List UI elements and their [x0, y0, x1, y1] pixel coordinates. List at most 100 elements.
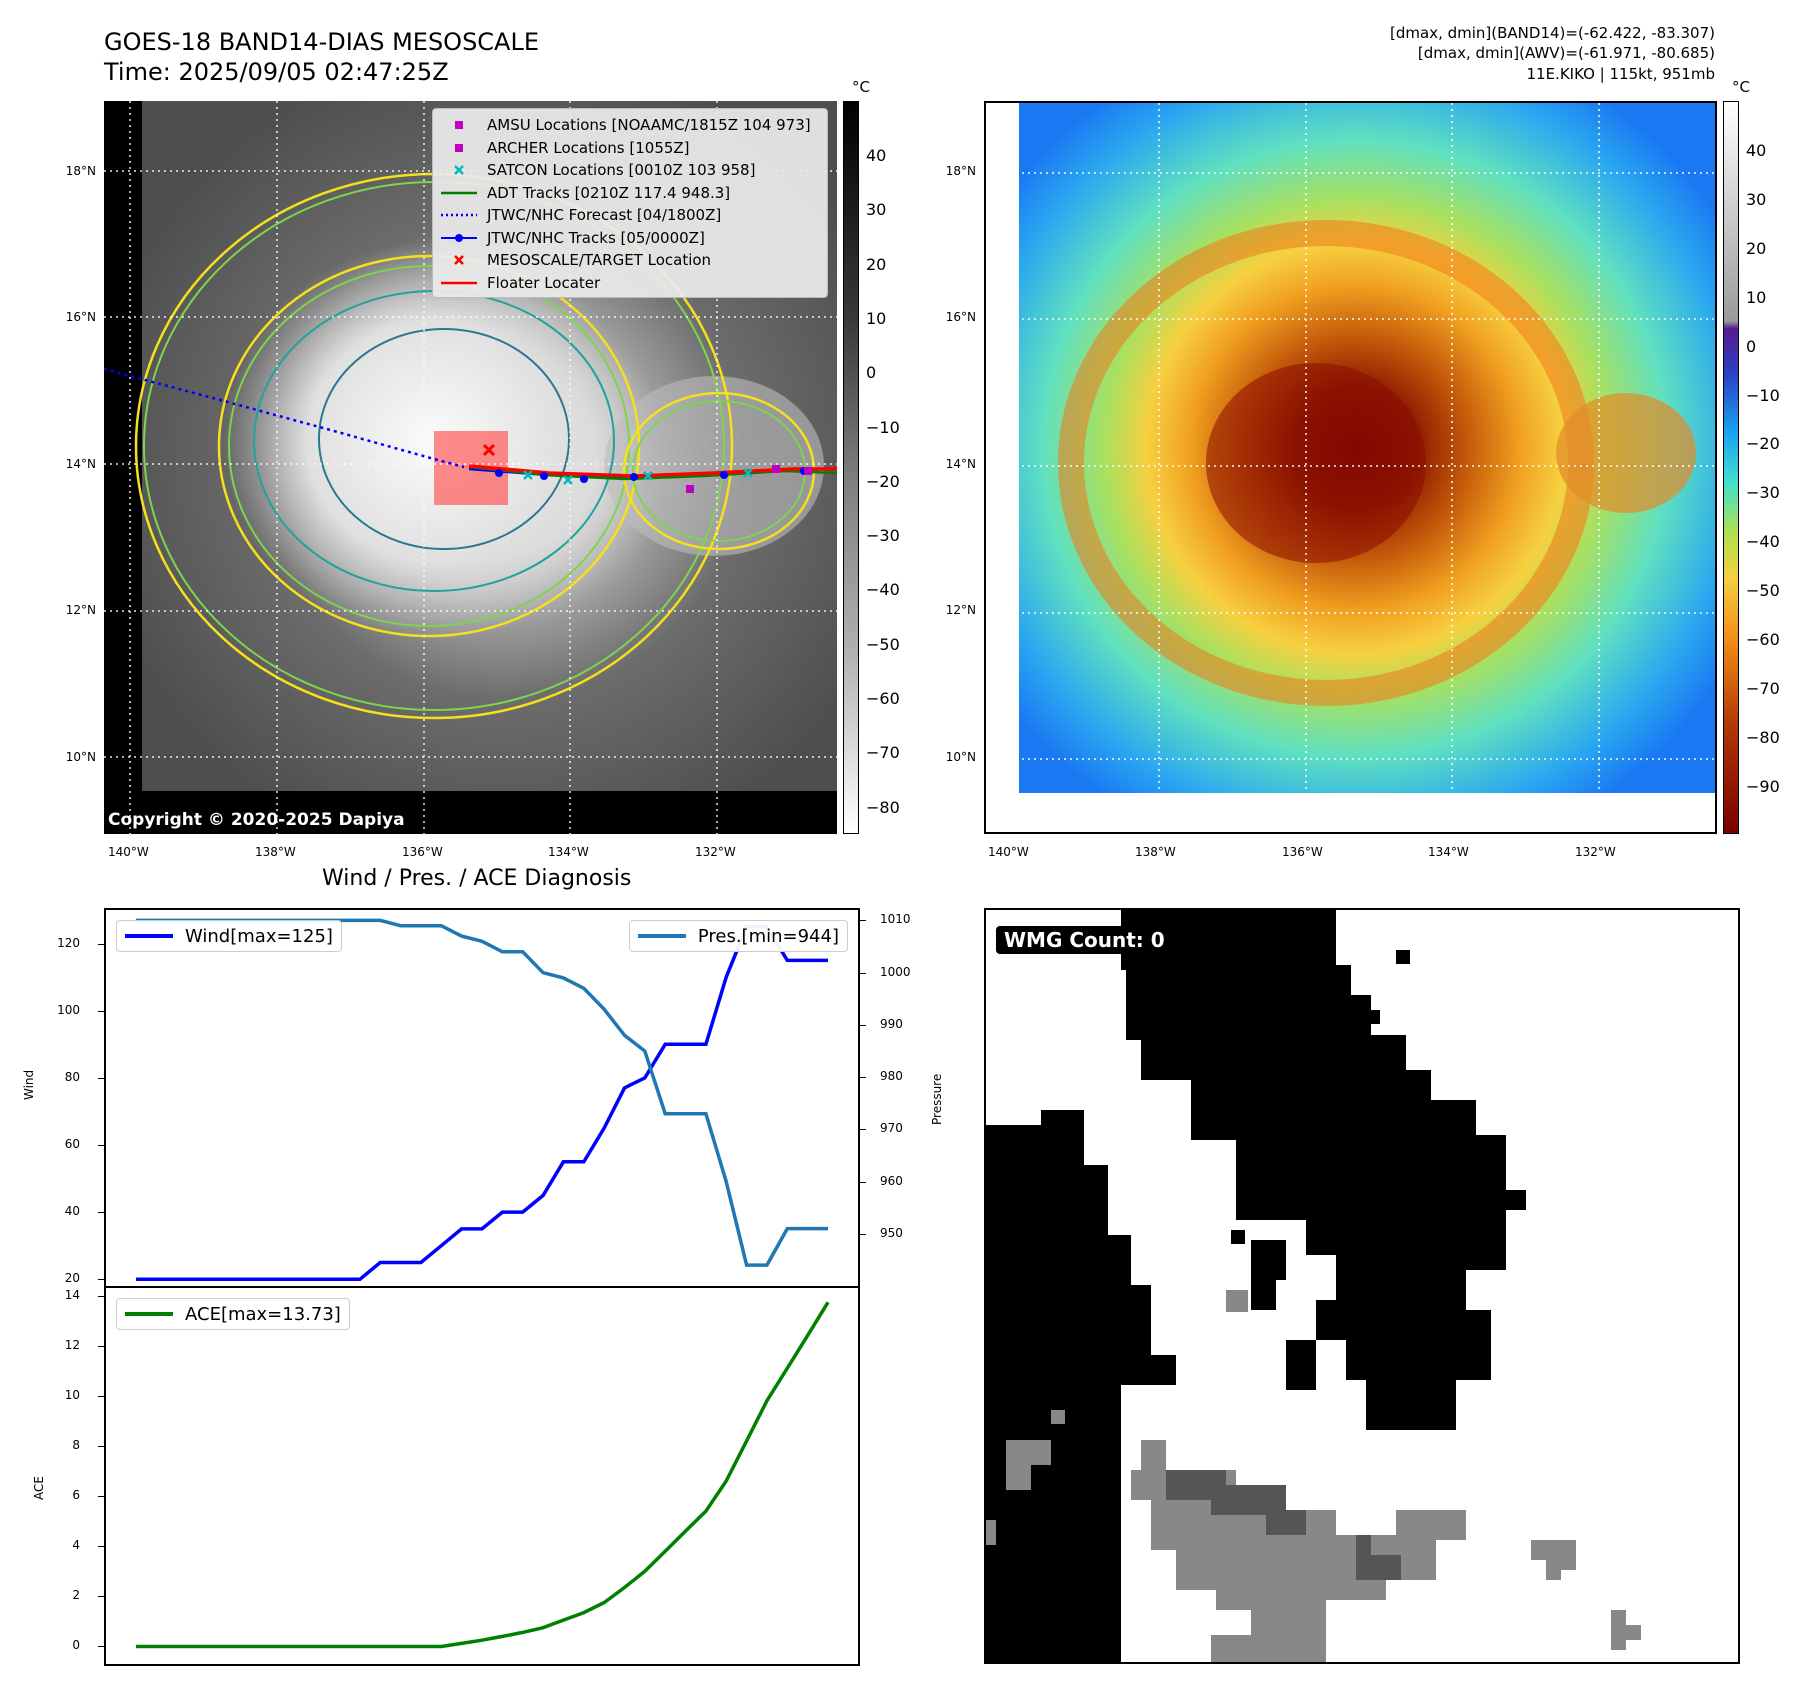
left-tick-mark — [98, 943, 104, 945]
left-axis-tick: 8 — [72, 1437, 80, 1452]
legend-item: JTWC/NHC Forecast [04/1800Z] — [441, 205, 721, 225]
wind-legend: Wind[max=125] — [116, 920, 342, 952]
legend-item: ARCHER Locations [1055Z] — [441, 138, 690, 158]
left-axis-tick: 100 — [57, 1002, 80, 1017]
copyright: Copyright © 2020-2025 Dapiya — [108, 810, 405, 830]
awv-lon-label: 134°W — [1428, 845, 1469, 859]
wind-pressure-plot — [136, 918, 828, 1282]
right-axis-tick: 1010 — [880, 912, 911, 927]
legend-item: JTWC/NHC Tracks [05/0000Z] — [441, 228, 705, 248]
ace-legend: ACE[max=13.73] — [116, 1298, 350, 1330]
ir-colorbar-tick: −10 — [866, 417, 900, 437]
diagnosis-title: Wind / Pres. / ACE Diagnosis — [322, 866, 632, 891]
wind-legend-label: Wind[max=125] — [185, 925, 333, 947]
wind-legend-swatch — [125, 934, 173, 938]
right-tick-mark — [860, 1233, 866, 1235]
ir-colorbar-tick: −20 — [866, 471, 900, 491]
awv-colorbar-tick: −60 — [1746, 630, 1780, 649]
solid-line-icon — [441, 273, 477, 293]
legend-item: ADT Tracks [0210Z 117.4 948.3] — [441, 183, 730, 203]
legend-label: ADT Tracks [0210Z 117.4 948.3] — [487, 183, 731, 202]
awv-lat-label: 18°N — [945, 164, 976, 178]
right-tick-mark — [860, 920, 866, 922]
awv-lat-label: 10°N — [945, 750, 976, 764]
left-tick-mark — [98, 1212, 104, 1214]
wind-series-line — [136, 925, 828, 1282]
awv-map-panel[interactable] — [984, 101, 1717, 834]
adt-track — [468, 465, 837, 481]
ace-legend-label: ACE[max=13.73] — [185, 1303, 341, 1325]
timestamp-title: Time: 2025/09/05 02:47:25Z — [104, 58, 449, 86]
legend-label: JTWC/NHC Forecast [04/1800Z] — [487, 206, 722, 224]
awv-stats: [dmax, dmin](AWV)=(-61.971, -80.685) — [1417, 44, 1715, 62]
forecast-track — [104, 367, 465, 469]
ir-colorbar-tick: −30 — [866, 526, 900, 546]
wmg-image — [986, 910, 1641, 1662]
ir-lat-label: 12°N — [65, 603, 96, 617]
right-tick-mark — [860, 1181, 866, 1183]
awv-colorbar-tick: −50 — [1746, 581, 1780, 601]
left-tick-mark — [98, 1295, 104, 1297]
ir-map-legend: AMSU Locations [NOAAMC/1815Z 104 973] ARC… — [432, 108, 828, 298]
legend-label: AMSU Locations [NOAAMC/1815Z 104 973] — [487, 116, 811, 134]
wind-pressure-chart: Wind[max=125] Pres.[min=944] — [104, 908, 860, 1288]
right-axis-tick: 1000 — [880, 964, 911, 979]
legend-label: JTWC/NHC Tracks [05/0000Z] — [487, 228, 705, 247]
ir-lat-label: 16°N — [65, 310, 96, 324]
x-marker-icon — [441, 160, 477, 180]
ir-colorbar-tick: −80 — [866, 797, 900, 817]
awv-lon-label: 138°W — [1135, 845, 1176, 859]
awv-colorbar-tick: −90 — [1746, 776, 1780, 796]
ir-lon-label: 132°W — [695, 845, 736, 859]
awv-colorbar-tick: 30 — [1746, 189, 1767, 209]
wind-axis-label: Wind — [22, 1069, 36, 1100]
ace-plot — [136, 1301, 830, 1649]
legend-item: Floater Locater — [441, 273, 600, 293]
left-axis-tick: 80 — [64, 1069, 80, 1084]
left-tick-mark — [98, 1596, 104, 1598]
dotted-line-icon — [441, 205, 477, 225]
target-marker — [482, 443, 496, 457]
right-tick-mark — [860, 1129, 866, 1131]
legend-label: SATCON Locations [0010Z 103 958] — [487, 161, 756, 179]
awv-lon-label: 136°W — [1282, 845, 1323, 859]
awv-colorbar-tick: 10 — [1746, 287, 1767, 307]
left-axis-tick: 20 — [64, 1271, 80, 1286]
awv-colorbar-tick: −40 — [1746, 532, 1780, 552]
ir-colorbar-tick: −50 — [866, 634, 900, 654]
left-tick-mark — [98, 1496, 104, 1498]
square-marker-icon — [441, 115, 477, 135]
awv-lat-label: 16°N — [945, 310, 976, 324]
awv-colorbar-tick: −10 — [1746, 385, 1780, 405]
awv-colorbar-tick: 0 — [1746, 336, 1757, 356]
left-axis-tick: 10 — [64, 1387, 80, 1402]
legend-label: ARCHER Locations [1055Z] — [487, 138, 690, 157]
awv-colorbar-tick: −30 — [1746, 483, 1780, 503]
left-axis-tick: 40 — [64, 1204, 80, 1219]
legend-item: AMSU Locations [NOAAMC/1815Z 104 973] — [441, 115, 811, 135]
pressure-legend-label: Pres.[min=944] — [697, 925, 839, 947]
ir-lat-label: 10°N — [65, 750, 96, 764]
ir-lon-label: 138°W — [255, 845, 296, 859]
wmg-count-badge: WMG Count: 0 — [996, 926, 1173, 954]
ace-series-line — [136, 1301, 830, 1649]
ace-chart: ACE[max=13.73] — [104, 1286, 860, 1666]
left-axis-tick: 60 — [64, 1137, 80, 1151]
left-tick-mark — [98, 1546, 104, 1548]
ir-lon-label: 140°W — [108, 845, 149, 859]
ir-colorbar-tick: −70 — [866, 743, 900, 763]
awv-colorbar-tick: −70 — [1746, 678, 1780, 698]
square-marker-icon — [441, 138, 477, 158]
legend-item: SATCON Locations [0010Z 103 958] — [441, 160, 755, 180]
right-axis-tick: 990 — [880, 1016, 903, 1031]
ir-colorbar-tick: 0 — [866, 363, 877, 383]
awv-colorbar-tick: −80 — [1746, 727, 1780, 747]
right-tick-mark — [860, 1024, 866, 1026]
pressure-axis-label: Pressure — [930, 1073, 944, 1125]
awv-colorbar-tick: −20 — [1746, 434, 1780, 454]
left-tick-mark — [98, 1010, 104, 1012]
awv-colorbar — [1723, 101, 1739, 834]
left-axis-tick: 14 — [64, 1287, 80, 1302]
awv-lon-label: 132°W — [1575, 845, 1616, 859]
awv-colorbar-tick: 20 — [1746, 238, 1767, 258]
